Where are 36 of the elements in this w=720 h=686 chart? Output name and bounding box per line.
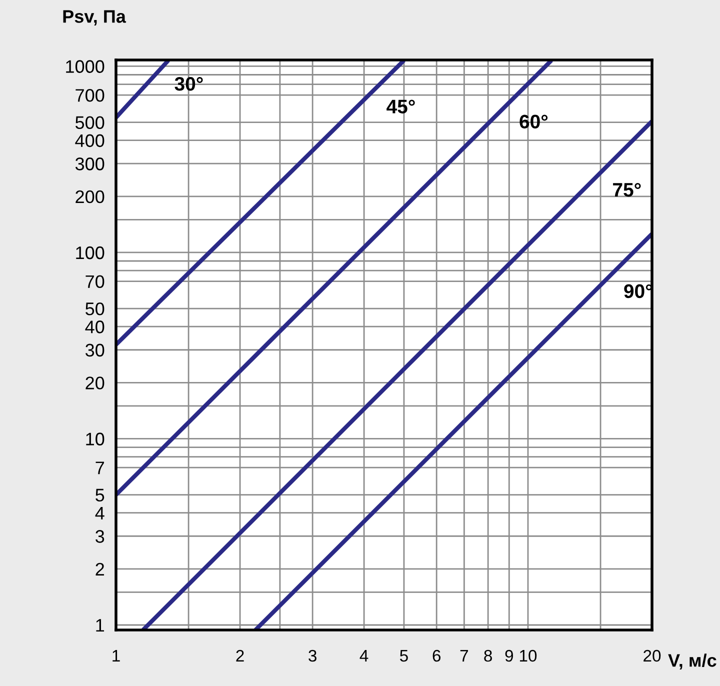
- y-tick-label: 1000: [66, 60, 104, 73]
- x-axis-title: V, м/с: [668, 654, 716, 670]
- y-tick-label: 4: [95, 506, 104, 520]
- y-tick-label: 400: [75, 134, 104, 148]
- y-tick-label: 5: [96, 488, 104, 502]
- y-tick-label: 200: [76, 190, 104, 204]
- y-tick-label: 700: [76, 89, 104, 102]
- y-tick-label: 20: [86, 376, 104, 390]
- x-tick-label: 4: [360, 650, 368, 662]
- x-tick-label: 1: [112, 650, 120, 662]
- y-tick-label: 30: [85, 344, 104, 357]
- x-tick-label: 9: [505, 650, 513, 662]
- y-tick-label: 50: [86, 302, 104, 316]
- y-tick-label: 300: [75, 158, 104, 170]
- x-tick-label: 6: [432, 650, 440, 662]
- x-tick-label: 20: [644, 650, 661, 662]
- series-label: 30°: [174, 76, 203, 91]
- y-tick-label: 2: [96, 562, 104, 576]
- x-tick-label: 3: [308, 650, 316, 662]
- y-axis-title: Psv, Па: [63, 10, 126, 26]
- x-tick-label: 10: [520, 650, 537, 662]
- series-label: 60°: [520, 114, 548, 128]
- y-tick-label: 7: [96, 462, 104, 474]
- y-tick-label: 1: [96, 619, 104, 632]
- series-label: 45°: [386, 100, 415, 114]
- x-tick-label: 5: [400, 650, 408, 662]
- x-tick-label: 8: [484, 650, 492, 662]
- x-tick-label: 7: [460, 650, 468, 662]
- x-tick-label: 2: [236, 650, 244, 662]
- series-label: 75°: [613, 182, 641, 197]
- y-tick-label: 40: [85, 320, 104, 334]
- y-tick-label: 3: [96, 530, 104, 543]
- y-tick-label: 100: [76, 246, 104, 260]
- y-tick-label: 70: [86, 275, 104, 288]
- y-tick-label: 500: [75, 116, 104, 130]
- y-tick-label: 10: [86, 432, 104, 446]
